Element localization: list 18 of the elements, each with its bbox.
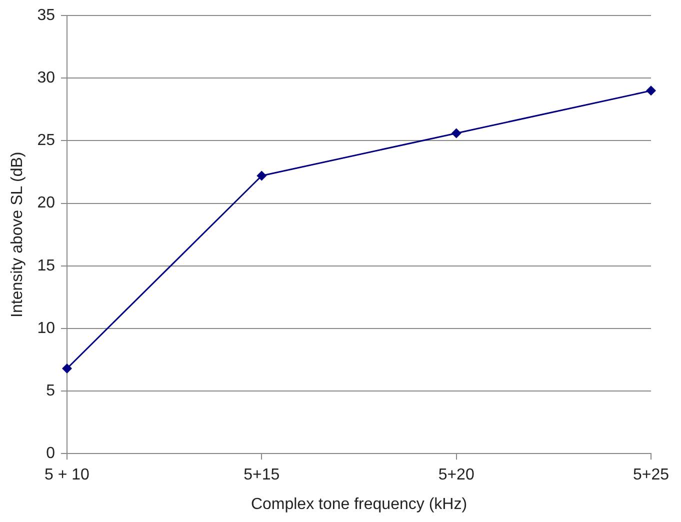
y-axis-title: Intensity above SL (dB) (9, 152, 26, 318)
x-tick-label: 5+15 (244, 466, 280, 484)
y-tick-label: 20 (37, 194, 56, 212)
x-axis-title: Complex tone frequency (kHz) (250, 496, 468, 513)
point (451, 128, 462, 138)
y-tick-label: 25 (37, 132, 56, 150)
y-tick-label: 5 (46, 382, 56, 400)
x-tick-label: 5+20 (438, 466, 474, 484)
x-tick-label: 5 + 10 (44, 466, 90, 484)
y-tick-label: 30 (37, 70, 56, 87)
y-tick-label: 15 (37, 257, 56, 274)
x-tick-label: 5+25 (632, 466, 670, 484)
point (62, 364, 72, 374)
point (646, 86, 656, 96)
y-tick-label: 0 (46, 445, 56, 462)
y-tick-label: 10 (37, 320, 56, 337)
point (256, 170, 267, 181)
y-tick-label: 35 (37, 7, 56, 24)
